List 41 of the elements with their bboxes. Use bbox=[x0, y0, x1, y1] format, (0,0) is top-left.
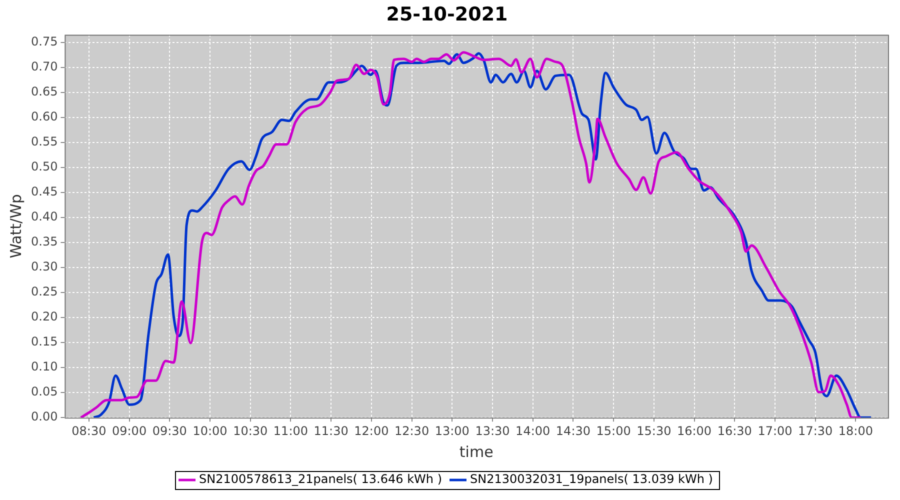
x-tick-label: 16:30 bbox=[717, 424, 752, 438]
y-tick-label: 0.10 bbox=[31, 360, 58, 374]
x-tick-label: 13:00 bbox=[434, 424, 470, 438]
y-tick-label: 0.40 bbox=[31, 210, 58, 224]
y-axis-title: Watt/Wp bbox=[6, 194, 25, 258]
y-tick-label: 0.35 bbox=[31, 234, 58, 249]
y-tick-label: 0.15 bbox=[31, 334, 58, 349]
y-tick-label: 0.55 bbox=[31, 134, 58, 149]
y-tick-label: 0.20 bbox=[31, 310, 58, 324]
y-tick-label: 0.50 bbox=[31, 160, 58, 174]
x-tick-label: 15:30 bbox=[636, 424, 672, 438]
chart-title: 25-10-2021 bbox=[386, 3, 508, 26]
x-tick-label: 09:00 bbox=[112, 424, 147, 438]
x-tick-label: 14:30 bbox=[556, 424, 591, 438]
x-tick-label: 17:30 bbox=[798, 424, 833, 438]
x-tick-label: 15:00 bbox=[596, 424, 631, 438]
x-tick-label: 10:30 bbox=[233, 424, 268, 438]
x-tick-label: 14:00 bbox=[516, 424, 550, 438]
y-tick-label: 0.45 bbox=[31, 184, 58, 199]
x-tick-label: 09:30 bbox=[152, 424, 187, 438]
y-tick-label: 0.25 bbox=[31, 284, 58, 299]
y-tick-label: 0.75 bbox=[31, 34, 58, 48]
x-tick-label: 12:00 bbox=[354, 424, 389, 438]
x-tick-label: 16:00 bbox=[676, 424, 712, 438]
y-tick-label: 0.70 bbox=[31, 59, 58, 74]
y-tick-label: 0.00 bbox=[31, 410, 58, 424]
x-tick-label: 11:30 bbox=[314, 424, 348, 438]
x-tick-label: 12:30 bbox=[394, 424, 430, 438]
y-tick-label: 0.05 bbox=[31, 384, 58, 399]
y-tick-label: 0.60 bbox=[31, 109, 58, 124]
x-tick-label: 17:00 bbox=[758, 424, 792, 438]
x-axis-title: time bbox=[459, 442, 494, 461]
x-tick-label: 11:00 bbox=[273, 424, 308, 438]
y-tick-label: 0.65 bbox=[31, 84, 58, 98]
x-tick-label: 10:00 bbox=[192, 424, 228, 438]
x-tick-label: 13:30 bbox=[475, 424, 510, 438]
legend-label: SN2100578613_21panels( 13.646 kWh ) bbox=[199, 472, 442, 486]
x-tick-label: 08:30 bbox=[72, 424, 106, 438]
y-tick-label: 0.30 bbox=[31, 260, 58, 274]
x-tick-label: 18:00 bbox=[838, 424, 874, 438]
legend-label: SN2130032031_19panels( 13.039 kWh ) bbox=[470, 472, 713, 486]
